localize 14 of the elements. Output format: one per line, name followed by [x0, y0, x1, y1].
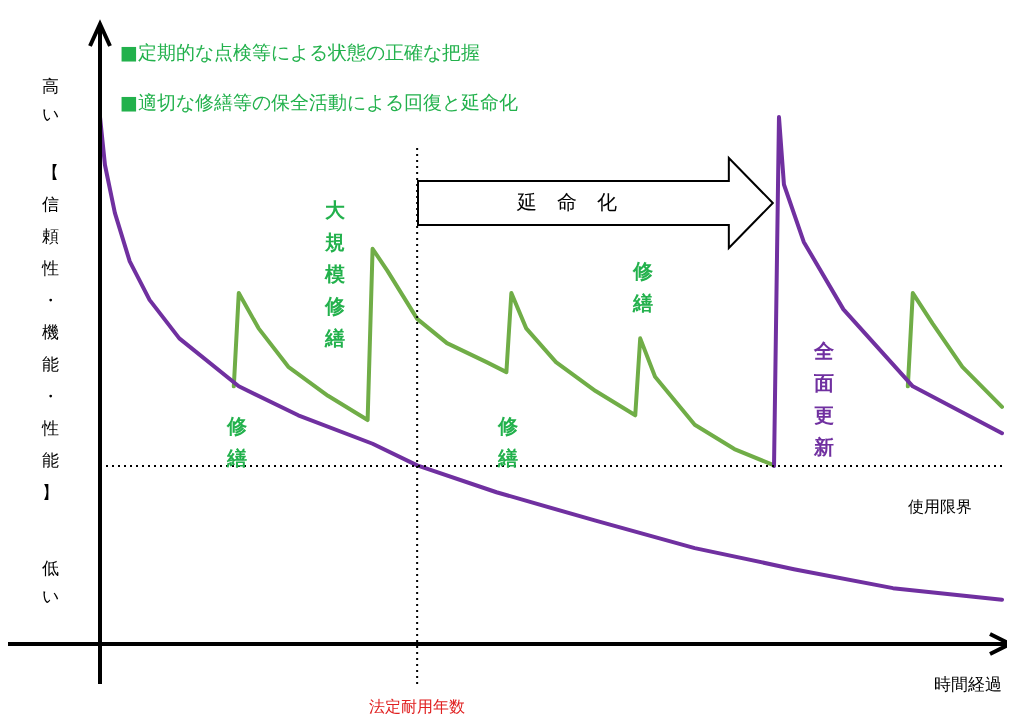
text: 【信頼性・機能・性能】: [41, 161, 59, 502]
text: ■適切な修繕等の保全活動による回復と延命化: [120, 90, 518, 113]
annotation: 全面更新: [812, 338, 835, 459]
annotation: 大規模修繕: [323, 197, 346, 350]
annotation: 修繕: [226, 413, 249, 470]
text: ■定期的な点検等による状態の正確な把握: [120, 40, 480, 63]
x-axis-title: 時間経過: [934, 674, 1002, 695]
text: 高い: [41, 75, 59, 124]
ref-line-label: 使用限界: [908, 497, 972, 517]
annotation: 修繕: [632, 258, 655, 315]
annotation: 修繕: [497, 413, 520, 470]
annotation: 延 命 化: [516, 189, 619, 217]
text: 法定耐用年数: [369, 697, 466, 717]
text: 低い: [41, 557, 59, 606]
